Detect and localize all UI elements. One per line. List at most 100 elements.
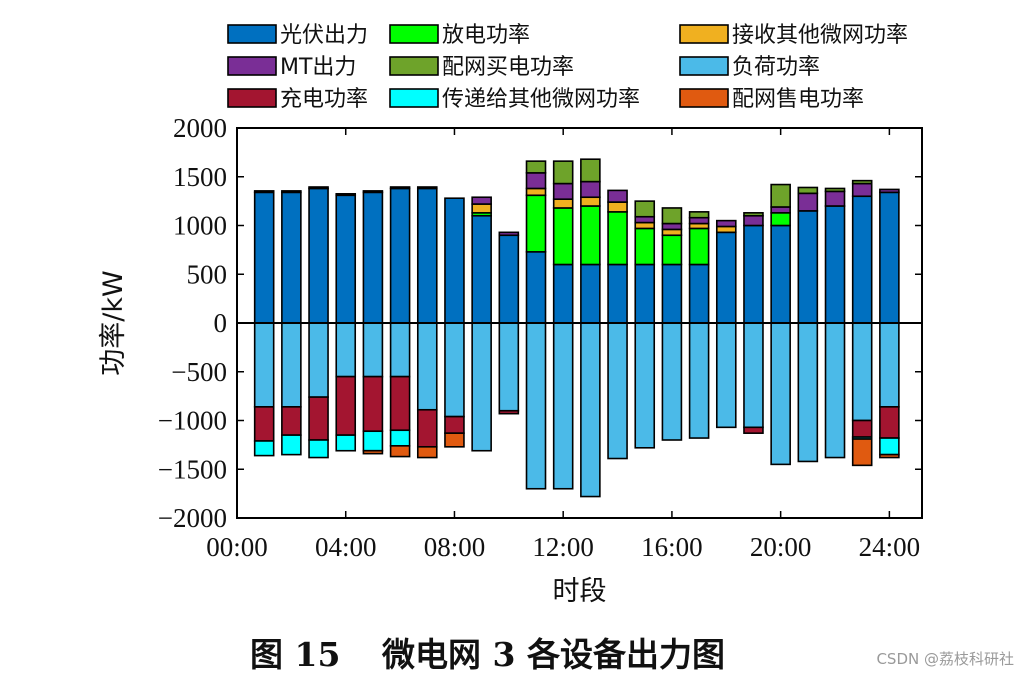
bar-grid_sell-h23: [851, 438, 873, 467]
bar-mt-h22: [824, 190, 846, 207]
bar-charge-h1: [253, 406, 275, 442]
x-axis-ticks: 00:00 04:00 08:00 12:00 16:00 20:00 24:00: [206, 128, 920, 562]
bar-grid_buy-h22: [824, 187, 846, 193]
bar-pv-h21: [797, 210, 819, 324]
bar-grid_buy-h17: [688, 211, 710, 219]
bar-mt-h18: [715, 219, 737, 228]
bar-mt-h2: [281, 190, 302, 194]
bar-load-h5: [362, 322, 384, 378]
figure-label: 图 15: [250, 635, 340, 674]
bar-mt-h6: [389, 186, 411, 190]
legend-swatch-discharge: [389, 24, 439, 44]
x-tick-label: 20:00: [750, 532, 812, 562]
bar-load-h16: [661, 322, 683, 441]
bar-grid_sell-h5: [362, 449, 384, 455]
bar-mt-h4: [335, 193, 357, 197]
bar-charge-h4: [335, 375, 357, 436]
legend-label-charge: 充电功率: [280, 87, 368, 112]
bar-discharge-h20: [770, 212, 791, 227]
x-tick-label: 24:00: [859, 532, 921, 562]
bar-exchange_in-h14: [607, 201, 628, 213]
bar-mt-h20: [770, 206, 791, 214]
x-tick-label: 04:00: [315, 532, 377, 562]
bar-pv-h22: [824, 205, 846, 324]
bar-discharge-h15: [634, 227, 656, 266]
y-axis-title: 功率/kW: [98, 270, 129, 375]
bar-pv-h11: [525, 251, 547, 324]
bar-load-h15: [634, 322, 656, 449]
bar-pv-h7: [416, 187, 438, 324]
bar-load-h20: [770, 322, 791, 466]
y-tick-label: 0: [214, 308, 228, 338]
bar-mt-h12: [552, 182, 574, 200]
bar-pv-h19: [743, 224, 764, 324]
bar-load-h2: [281, 322, 302, 408]
bar-pv-h3: [308, 187, 329, 324]
bar-grid_buy-h20: [770, 183, 791, 208]
y-tick-label: 500: [187, 259, 228, 289]
bar-mt-h9: [471, 196, 492, 205]
bar-grid_buy-h19: [743, 212, 764, 217]
bar-mt-h14: [607, 189, 628, 203]
bar-mt-h1: [253, 190, 275, 194]
bar-pv-h12: [552, 263, 574, 324]
y-tick-label: −500: [171, 357, 227, 387]
y-axis-ticks: 2000 1500 1000 500 0 −500 −1000 −1500 −2000: [158, 113, 922, 533]
legend-label-grid_buy: 配网买电功率: [442, 55, 574, 80]
bar-charge-h8: [444, 415, 465, 434]
bar-charge-h7: [416, 408, 438, 448]
bar-load-h3: [308, 322, 329, 398]
bar-load-h24: [879, 322, 900, 408]
bar-discharge-h14: [607, 211, 628, 266]
bar-transfer_out-h3: [308, 439, 329, 459]
bar-charge-h3: [308, 396, 329, 441]
bar-transfer_out-h24: [879, 437, 900, 456]
bar-discharge-h16: [661, 234, 683, 266]
bar-mt-h10: [498, 231, 520, 237]
bar-grid_sell-h6: [389, 445, 411, 458]
legend-label-mt: MT出力: [280, 55, 356, 80]
bar-grid_sell-h8: [444, 432, 465, 448]
bar-charge-h19: [743, 426, 764, 434]
bar-pv-h5: [362, 191, 384, 324]
y-tick-label: 2000: [173, 113, 227, 143]
bar-load-h4: [335, 322, 357, 378]
bar-mt-h17: [688, 216, 710, 225]
bar-transfer_out-h1: [253, 440, 275, 457]
bar-exchange_in-h11: [525, 187, 547, 197]
legend-swatch-grid_buy: [389, 56, 439, 76]
bar-pv-h18: [715, 231, 737, 324]
legend-label-grid_sell: 配网售电功率: [732, 87, 864, 112]
bar-mt-h23: [851, 182, 873, 198]
bar-mt-h16: [661, 222, 683, 231]
bar-grid_buy-h12: [552, 160, 574, 185]
bar-pv-h8: [444, 197, 465, 324]
bar-mt-h15: [634, 215, 656, 224]
y-tick-label: 1500: [173, 162, 227, 192]
bar-discharge-h13: [580, 205, 601, 266]
bar-load-h11: [525, 322, 547, 490]
y-tick-label: −2000: [158, 503, 227, 533]
bar-transfer_out-h6: [389, 429, 411, 447]
bar-mt-h21: [797, 192, 819, 212]
bar-transfer_out-h2: [281, 434, 302, 456]
bar-discharge-h12: [552, 207, 574, 266]
bar-transfer_out-h4: [335, 434, 357, 452]
bar-load-h22: [824, 322, 846, 459]
watermark-text: CSDN @荔枝科研社: [876, 650, 1014, 668]
x-tick-label: 16:00: [641, 532, 703, 562]
bar-load-h18: [715, 322, 737, 429]
bar-grid_sell-h24: [879, 453, 900, 459]
legend-swatch-grid_sell: [679, 88, 729, 108]
bar-load-h21: [797, 322, 819, 463]
bar-pv-h10: [498, 234, 520, 324]
bar-pv-h6: [389, 187, 411, 324]
bar-pv-h20: [770, 224, 791, 324]
bar-pv-h14: [607, 263, 628, 324]
bar-load-h7: [416, 322, 438, 411]
legend-swatch-exchange_in: [679, 24, 729, 44]
bar-mt-h3: [308, 186, 329, 190]
legend-label-load: 负荷功率: [732, 55, 820, 80]
bar-pv-h9: [471, 214, 492, 324]
